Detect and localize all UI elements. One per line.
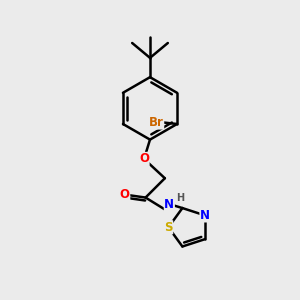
Text: O: O — [139, 152, 149, 165]
Text: S: S — [164, 221, 173, 234]
Text: N: N — [200, 209, 210, 222]
Text: Br: Br — [149, 116, 164, 129]
Text: N: N — [164, 198, 174, 211]
Text: H: H — [176, 193, 184, 203]
Text: O: O — [120, 188, 130, 201]
